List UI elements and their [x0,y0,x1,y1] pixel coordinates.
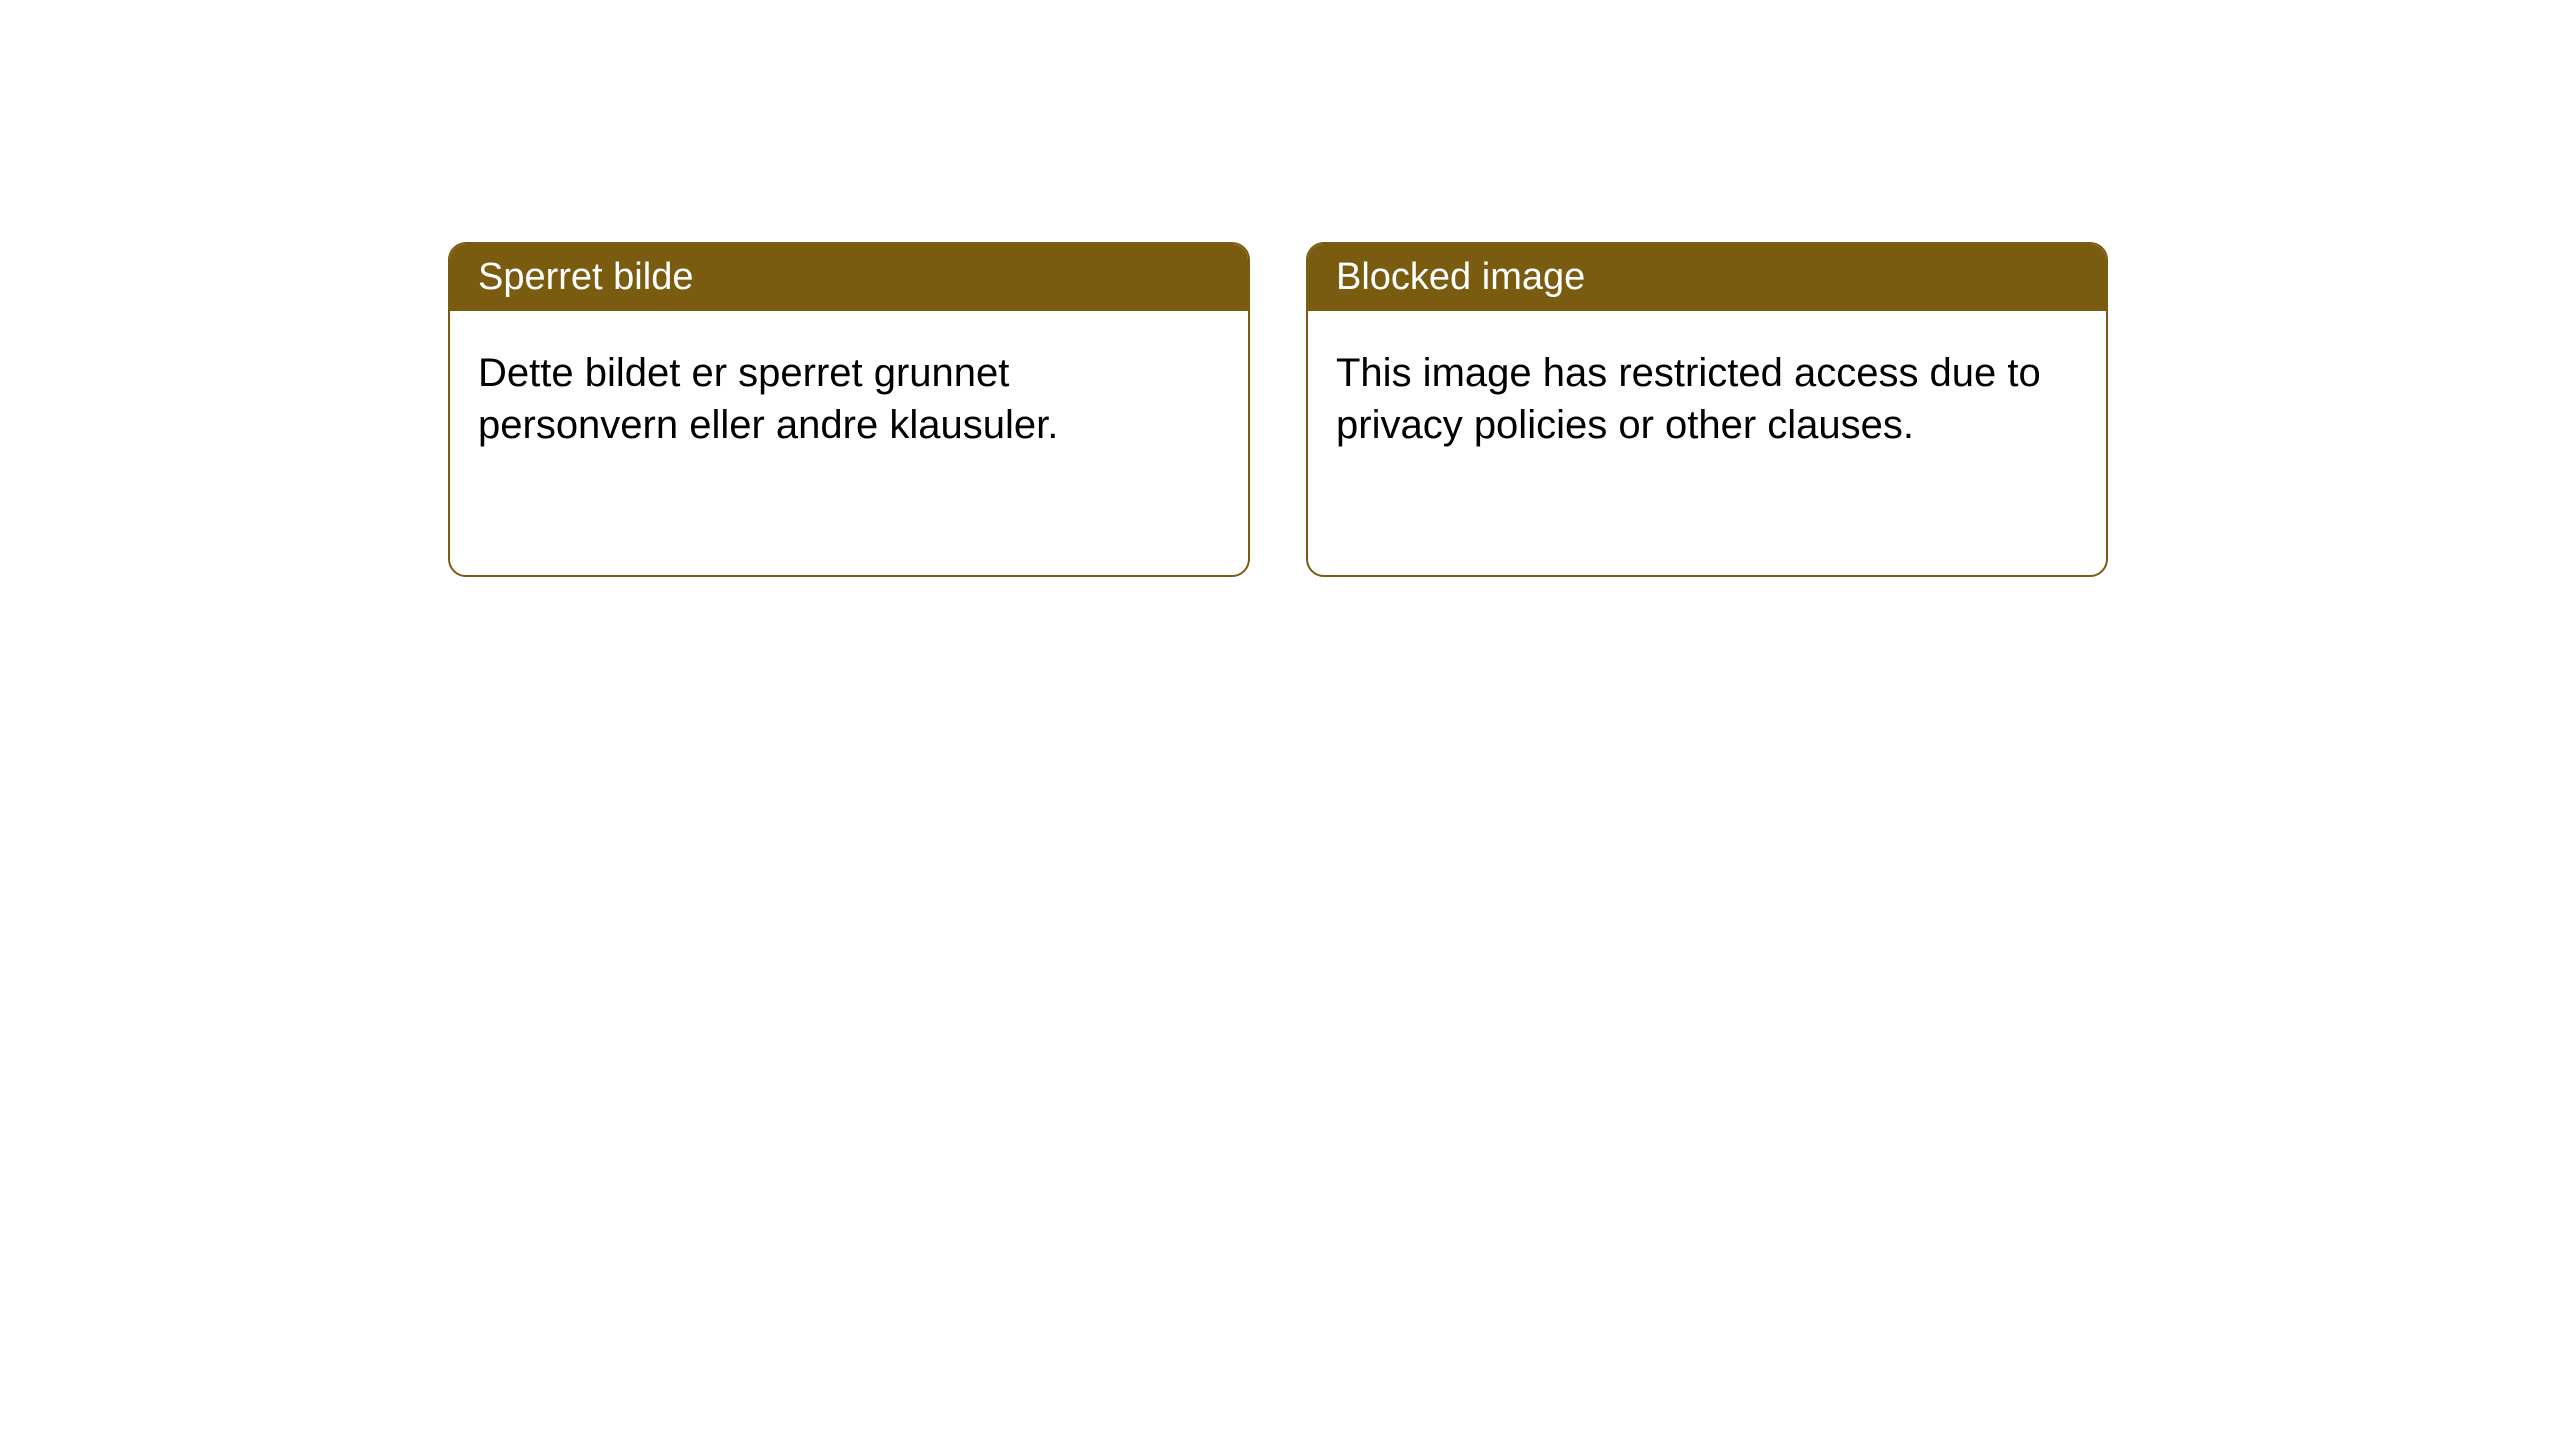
notice-card-english: Blocked image This image has restricted … [1306,242,2108,577]
card-title: Blocked image [1336,256,1585,298]
card-body: This image has restricted access due to … [1308,311,2106,487]
card-title: Sperret bilde [478,256,693,298]
card-header: Sperret bilde [450,244,1248,311]
card-header: Blocked image [1308,244,2106,311]
card-body-text: This image has restricted access due to … [1336,351,2041,447]
notice-card-norwegian: Sperret bilde Dette bildet er sperret gr… [448,242,1250,577]
card-body-text: Dette bildet er sperret grunnet personve… [478,351,1058,447]
card-body: Dette bildet er sperret grunnet personve… [450,311,1248,487]
cards-container: Sperret bilde Dette bildet er sperret gr… [0,0,2560,577]
